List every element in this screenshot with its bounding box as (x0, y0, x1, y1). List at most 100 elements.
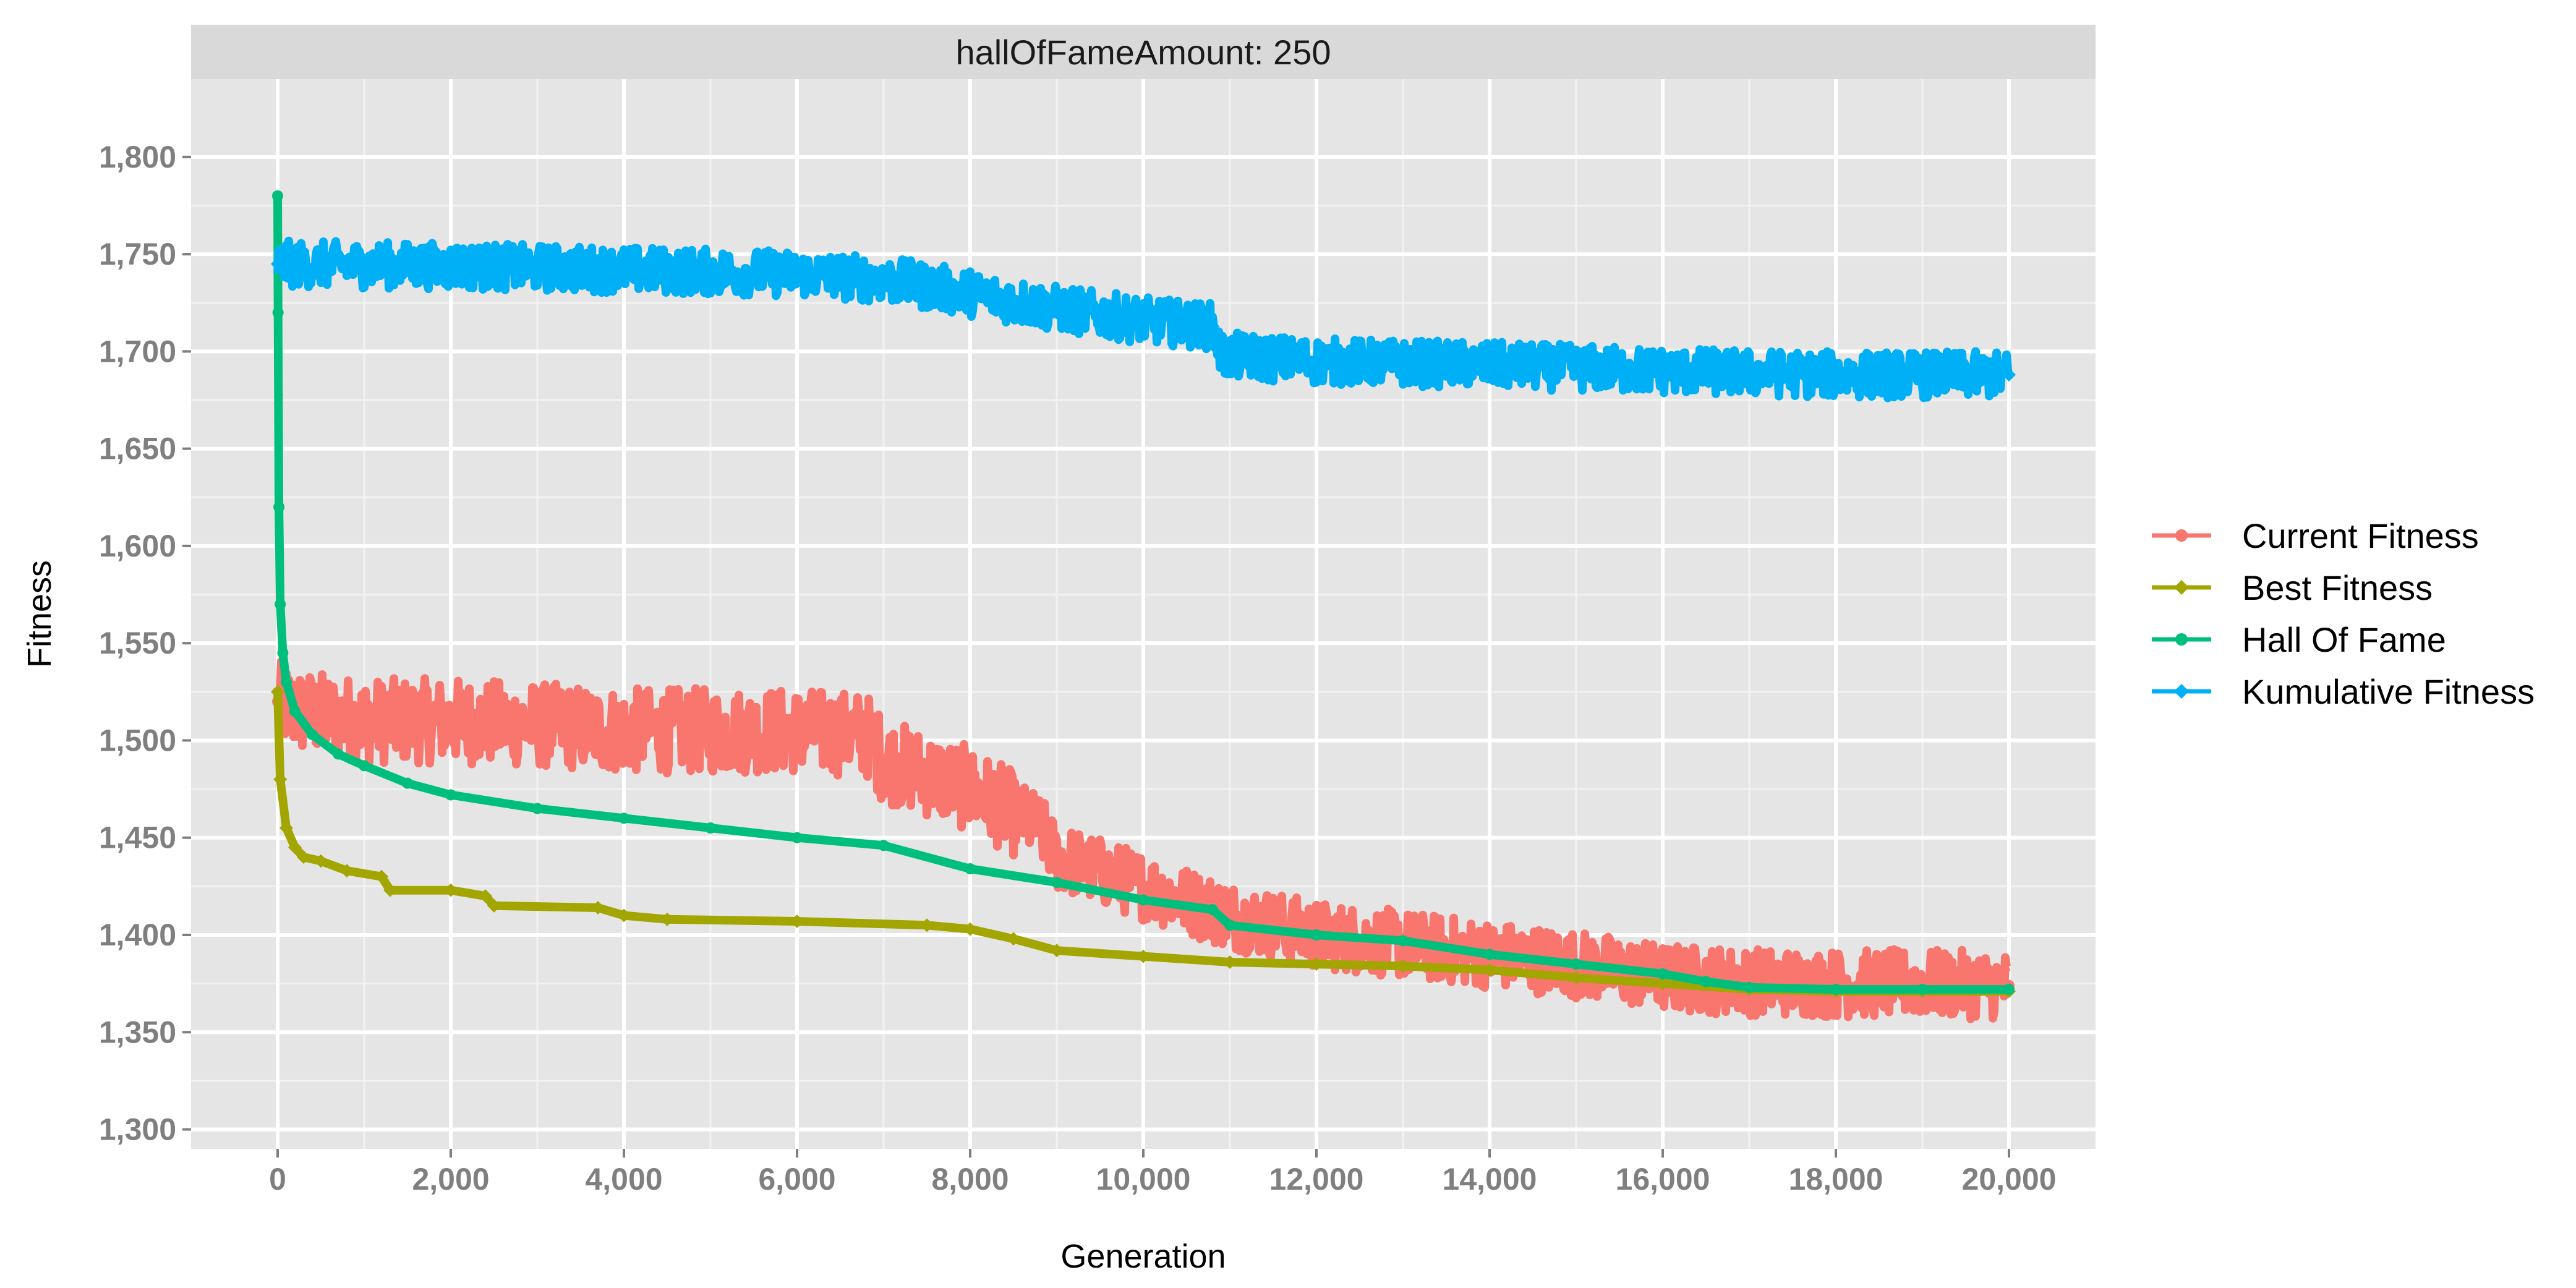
data-point (965, 783, 976, 795)
data-point (273, 772, 288, 787)
data-point (963, 286, 977, 300)
x-tick-label: 6,000 (758, 1162, 835, 1196)
data-point (618, 725, 629, 736)
data-point (1137, 313, 1150, 328)
legend: Current Fitness Best Fitness Hall Of Fame K… (2152, 516, 2535, 711)
data-point (1310, 957, 1323, 971)
y-tick-label: 1,500 (99, 723, 176, 757)
data-point (790, 267, 804, 281)
data-point (271, 257, 284, 271)
x-tick-label: 2,000 (412, 1162, 489, 1196)
x-tick-label: 20,000 (1962, 1162, 2057, 1196)
data-point (965, 863, 976, 875)
data-point (444, 258, 458, 273)
legend-item-best-fitness: Best Fitness (2152, 568, 2433, 607)
data-point (2002, 368, 2016, 382)
data-point (617, 908, 631, 923)
data-point (333, 748, 344, 760)
data-point (297, 850, 310, 864)
data-point (660, 912, 674, 926)
x-tick-label: 12,000 (1269, 1162, 1364, 1196)
data-point (532, 803, 543, 814)
y-tick-label: 1,300 (99, 1112, 176, 1147)
legend-key-marker (2174, 684, 2189, 699)
legend-item-kumulative-fitness: Kumulative Fitness (2152, 672, 2535, 711)
legend-key-marker (2175, 529, 2188, 542)
data-point (1829, 368, 1843, 382)
data-point (271, 685, 284, 699)
data-point (359, 715, 370, 727)
data-point (1569, 971, 1583, 985)
x-tick-label: 8,000 (931, 1162, 1009, 1196)
y-axis: 1,300 1,350 1,400 1,450 1,500 1,550 1,600 1,650… (99, 140, 191, 1147)
y-tick-label: 1,450 (99, 821, 176, 855)
facet-label: hallOfFameAmount: 250 (956, 33, 1331, 72)
series-hall-of-fame (272, 190, 2015, 996)
series-trace (273, 657, 2012, 1023)
data-point (705, 822, 716, 834)
data-point (1700, 976, 1712, 987)
x-axis: 0 2,000 4,000 6,000 8,000 10,000 12,000 14,000 1… (269, 1149, 2056, 1196)
data-point (1396, 959, 1410, 973)
x-tick-label: 0 (269, 1162, 286, 1196)
y-tick-label: 1,600 (99, 529, 176, 563)
data-point (1138, 881, 1149, 892)
legend-label: Best Fitness (2242, 568, 2433, 607)
y-tick-label: 1,650 (99, 432, 176, 466)
data-point (383, 883, 397, 897)
series-layer (271, 190, 2016, 1023)
data-point (1137, 949, 1150, 963)
data-point (1138, 894, 1149, 906)
data-point (791, 832, 803, 843)
data-point (791, 725, 803, 736)
data-point (1656, 364, 1670, 378)
data-point (1656, 976, 1670, 991)
x-tick-label: 10,000 (1096, 1162, 1191, 1196)
y-axis-title: Fitness (21, 560, 58, 668)
data-point (1483, 963, 1496, 977)
data-point (1051, 851, 1062, 863)
data-point (1223, 955, 1237, 970)
data-point (1034, 822, 1045, 834)
data-point (340, 864, 354, 878)
data-point (288, 840, 302, 855)
data-point (1917, 984, 1928, 996)
legend-item-current-fitness: Current Fitness (2152, 516, 2479, 555)
data-point (878, 754, 889, 766)
legend-label: Hall Of Fame (2242, 620, 2446, 659)
data-point (1050, 302, 1064, 316)
data-point (272, 190, 283, 202)
y-tick-label: 1,350 (99, 1015, 176, 1049)
data-point (591, 900, 605, 915)
data-point (1224, 919, 1235, 931)
y-tick-label: 1,550 (99, 626, 176, 660)
x-tick-label: 4,000 (585, 1162, 662, 1196)
data-point (705, 725, 716, 736)
data-point (445, 789, 456, 801)
data-point (532, 719, 543, 731)
data-point (1830, 984, 1841, 996)
data-point (487, 898, 501, 913)
data-point (861, 729, 872, 741)
data-point (617, 263, 631, 277)
legend-item-hall-of-fame: Hall Of Fame (2152, 620, 2446, 659)
data-point (1207, 904, 1218, 916)
data-point (878, 840, 889, 851)
data-point (479, 889, 492, 903)
x-axis-title: Generation (1060, 1238, 1226, 1275)
series-kumulative-fitness (271, 236, 2016, 403)
data-point (1571, 958, 1582, 970)
data-point (1397, 935, 1409, 947)
y-tick-label: 1,700 (99, 334, 176, 369)
data-point (618, 812, 629, 824)
y-tick-label: 1,800 (99, 140, 176, 174)
legend-key-marker (2175, 633, 2188, 646)
legend-label: Kumulative Fitness (2242, 672, 2535, 711)
data-point (289, 706, 301, 717)
data-point (314, 854, 328, 868)
data-point (359, 760, 370, 772)
data-point (445, 715, 456, 727)
data-point (1206, 319, 1219, 333)
x-tick-label: 14,000 (1443, 1162, 1537, 1196)
